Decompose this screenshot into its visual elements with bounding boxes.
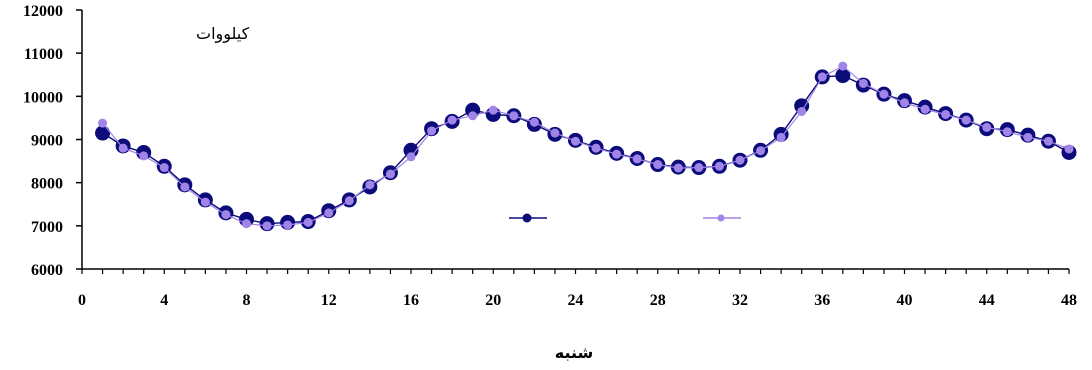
y-axis-title: کیلووات bbox=[196, 24, 250, 44]
data-point bbox=[427, 126, 437, 136]
data-point bbox=[159, 163, 169, 173]
data-point bbox=[1064, 144, 1074, 154]
legend-marker bbox=[522, 213, 532, 223]
x-tick-label: 28 bbox=[650, 292, 666, 309]
data-point bbox=[139, 151, 149, 161]
data-point bbox=[632, 154, 642, 164]
data-point bbox=[838, 61, 848, 71]
data-point bbox=[714, 161, 724, 171]
data-point bbox=[817, 72, 827, 82]
x-tick-label: 20 bbox=[485, 292, 501, 309]
data-point bbox=[529, 117, 539, 127]
data-point bbox=[756, 146, 766, 156]
x-axis-title: شنبه bbox=[555, 343, 594, 362]
data-point bbox=[900, 98, 909, 108]
data-point bbox=[735, 155, 745, 165]
data-point bbox=[1043, 136, 1053, 146]
data-point bbox=[961, 115, 971, 125]
x-tick-label: 36 bbox=[814, 292, 830, 309]
legend bbox=[509, 213, 741, 223]
data-point bbox=[468, 111, 478, 121]
y-axis: 6000 7000 8000 9000 10000 11000 12000 bbox=[23, 3, 83, 279]
data-point bbox=[571, 136, 580, 146]
data-point bbox=[879, 89, 889, 99]
data-point bbox=[180, 182, 190, 192]
legend-marker bbox=[717, 214, 725, 222]
data-point bbox=[653, 160, 663, 170]
data-point bbox=[591, 143, 601, 153]
y-tick-label: 12000 bbox=[23, 3, 63, 20]
x-tick-label: 44 bbox=[979, 292, 995, 309]
data-point bbox=[324, 208, 334, 218]
series-line bbox=[102, 65, 1070, 227]
y-tick-label: 9000 bbox=[31, 133, 63, 150]
data-point bbox=[98, 118, 108, 128]
series-2 bbox=[98, 61, 1074, 231]
data-point bbox=[118, 143, 128, 153]
data-point bbox=[200, 197, 210, 207]
data-point bbox=[673, 163, 683, 173]
x-tick-label: 32 bbox=[732, 292, 748, 309]
data-point bbox=[776, 132, 786, 142]
data-point bbox=[385, 169, 395, 179]
x-tick-label: 0 bbox=[78, 292, 86, 309]
series-1 bbox=[95, 68, 1077, 232]
data-point bbox=[550, 128, 560, 138]
x-tick-label: 8 bbox=[243, 292, 251, 309]
data-point bbox=[403, 142, 419, 158]
data-point bbox=[509, 111, 519, 121]
data-point bbox=[858, 78, 868, 88]
data-point bbox=[941, 109, 951, 119]
data-point bbox=[95, 125, 111, 141]
x-tick-label: 16 bbox=[403, 292, 419, 309]
data-point bbox=[835, 68, 851, 84]
data-point bbox=[283, 220, 293, 230]
legend-item-2 bbox=[703, 214, 741, 222]
data-point bbox=[797, 106, 807, 116]
legend-item-1 bbox=[509, 213, 547, 223]
data-point bbox=[242, 219, 251, 229]
x-tick-label: 4 bbox=[160, 292, 168, 309]
data-point bbox=[982, 122, 992, 132]
data-point bbox=[612, 149, 622, 159]
x-tick-label: 40 bbox=[897, 292, 913, 309]
data-point bbox=[488, 105, 498, 115]
data-point bbox=[262, 221, 272, 231]
x-tick-label: 12 bbox=[321, 292, 337, 309]
series-layer bbox=[95, 61, 1077, 232]
data-point bbox=[221, 210, 231, 220]
data-point bbox=[1002, 127, 1012, 137]
data-point bbox=[447, 115, 457, 125]
y-tick-label: 11000 bbox=[24, 46, 63, 63]
y-tick-label: 8000 bbox=[31, 176, 63, 193]
x-axis: 0 4 8 12 16 20 24 28 32 36 40 44 48 bbox=[78, 268, 1077, 309]
data-point bbox=[303, 217, 313, 227]
data-point bbox=[406, 152, 416, 162]
y-tick-label: 10000 bbox=[23, 89, 63, 106]
y-tick-label: 6000 bbox=[31, 262, 63, 279]
x-tick-label: 24 bbox=[568, 292, 584, 309]
x-tick-label: 48 bbox=[1061, 292, 1077, 309]
data-point bbox=[1023, 132, 1033, 142]
data-point bbox=[920, 104, 930, 114]
series-line bbox=[102, 74, 1070, 225]
data-point bbox=[344, 196, 354, 206]
data-point bbox=[365, 180, 375, 190]
y-tick-label: 7000 bbox=[31, 219, 63, 236]
data-point bbox=[694, 163, 704, 173]
